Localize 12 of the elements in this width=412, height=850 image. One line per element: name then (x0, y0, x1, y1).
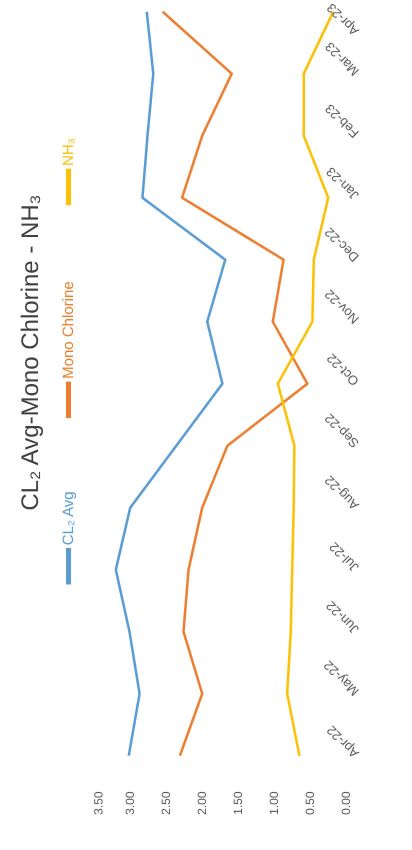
text: CL₂ Avg (60, 491, 77, 546)
x-tick-label: 3.50 (92, 791, 106, 815)
x-tick-label: 0.50 (303, 791, 317, 815)
x-tick-label: 1.00 (267, 791, 281, 815)
x-tick-label: 3.00 (123, 791, 137, 815)
text: CL₂ Avg-Mono Chlorine - NH₃ (17, 194, 44, 511)
x-tick-label: 2.50 (159, 791, 173, 815)
x-tick-label: 0.00 (339, 791, 353, 815)
text: Mono Chlorine (60, 281, 77, 379)
x-tick-label: 1.50 (231, 791, 245, 815)
x-tick-label: 2.00 (195, 791, 209, 815)
text: NH₃ (60, 138, 77, 166)
